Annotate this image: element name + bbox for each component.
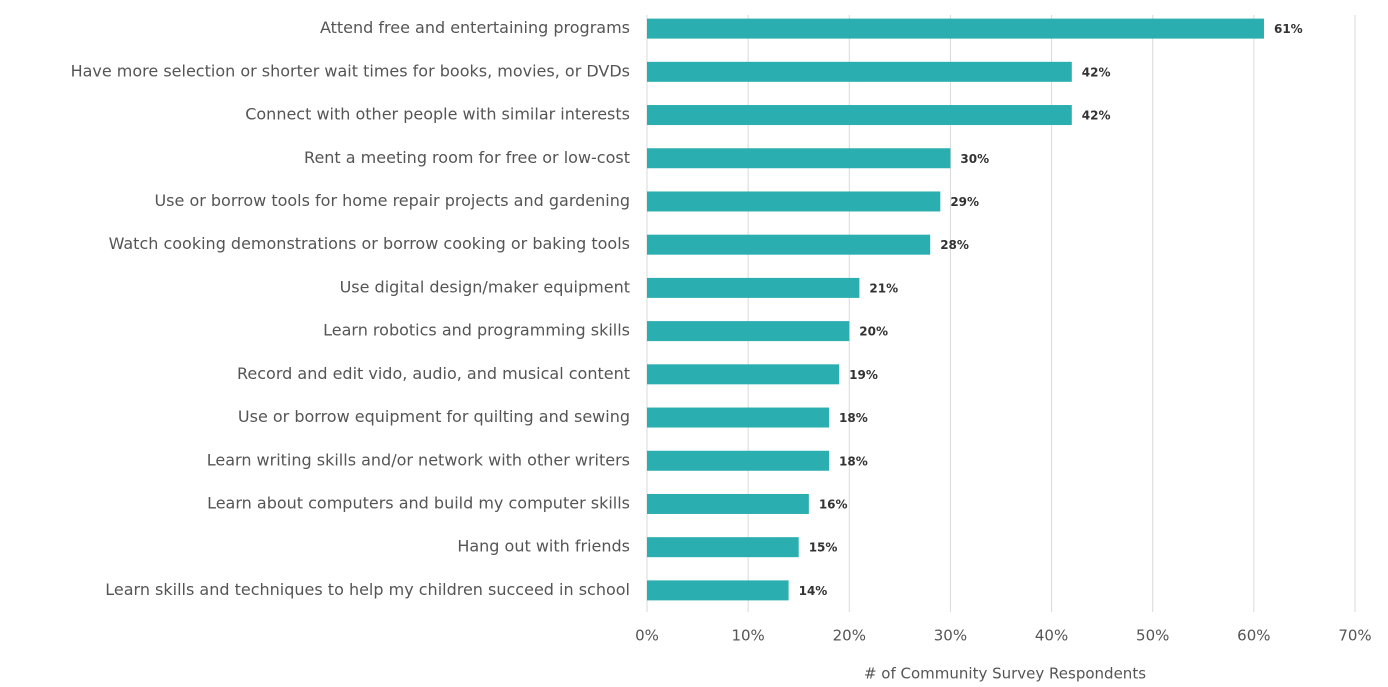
bar bbox=[647, 580, 789, 601]
category-label: Use or borrow tools for home repair proj… bbox=[154, 191, 630, 210]
bar bbox=[647, 364, 840, 385]
bar bbox=[647, 537, 799, 558]
x-tick-label: 20% bbox=[833, 627, 866, 645]
category-label: Have more selection or shorter wait time… bbox=[71, 61, 630, 80]
category-label: Attend free and entertaining programs bbox=[320, 18, 630, 37]
category-label: Use or borrow equipment for quilting and… bbox=[238, 407, 630, 426]
category-label: Learn writing skills and/or network with… bbox=[207, 450, 630, 469]
bar bbox=[647, 234, 931, 255]
data-label: 16% bbox=[819, 497, 848, 511]
x-tick-label: 0% bbox=[635, 627, 659, 645]
data-label: 61% bbox=[1274, 22, 1303, 36]
bar bbox=[647, 493, 809, 514]
bar bbox=[647, 450, 830, 471]
x-tick-label: 70% bbox=[1338, 627, 1371, 645]
bar bbox=[647, 61, 1072, 82]
data-label: 29% bbox=[950, 195, 979, 209]
x-axis-title: # of Community Survey Respondents bbox=[864, 665, 1146, 683]
x-tick-label: 30% bbox=[934, 627, 967, 645]
data-label: 28% bbox=[940, 238, 969, 252]
data-label: 21% bbox=[869, 281, 898, 295]
category-label: Connect with other people with similar i… bbox=[245, 105, 630, 124]
category-label: Learn skills and techniques to help my c… bbox=[105, 580, 630, 599]
data-label: 19% bbox=[849, 368, 878, 382]
bar bbox=[647, 105, 1072, 126]
bar bbox=[647, 191, 941, 212]
data-label: 42% bbox=[1082, 109, 1111, 123]
x-tick-label: 10% bbox=[731, 627, 764, 645]
bar bbox=[647, 407, 830, 428]
bar bbox=[647, 277, 860, 298]
data-label: 42% bbox=[1082, 65, 1111, 79]
data-label: 20% bbox=[859, 325, 888, 339]
bar bbox=[647, 321, 850, 342]
category-label: Use digital design/maker equipment bbox=[340, 277, 630, 296]
bar bbox=[647, 18, 1264, 39]
x-tick-label: 60% bbox=[1237, 627, 1270, 645]
category-label: Hang out with friends bbox=[457, 537, 630, 556]
category-label: Rent a meeting room for free or low-cost bbox=[304, 148, 630, 167]
data-label: 18% bbox=[839, 454, 868, 468]
x-tick-label: 40% bbox=[1035, 627, 1068, 645]
x-tick-label: 50% bbox=[1136, 627, 1169, 645]
data-label: 18% bbox=[839, 411, 868, 425]
data-label: 14% bbox=[799, 584, 828, 598]
category-label: Watch cooking demonstrations or borrow c… bbox=[109, 234, 630, 253]
bar bbox=[647, 148, 951, 169]
data-label: 30% bbox=[960, 152, 989, 166]
category-label: Record and edit vido, audio, and musical… bbox=[237, 364, 630, 383]
category-label: Learn robotics and programming skills bbox=[323, 321, 630, 340]
data-label: 15% bbox=[809, 541, 838, 555]
category-label: Learn about computers and build my compu… bbox=[207, 493, 630, 512]
